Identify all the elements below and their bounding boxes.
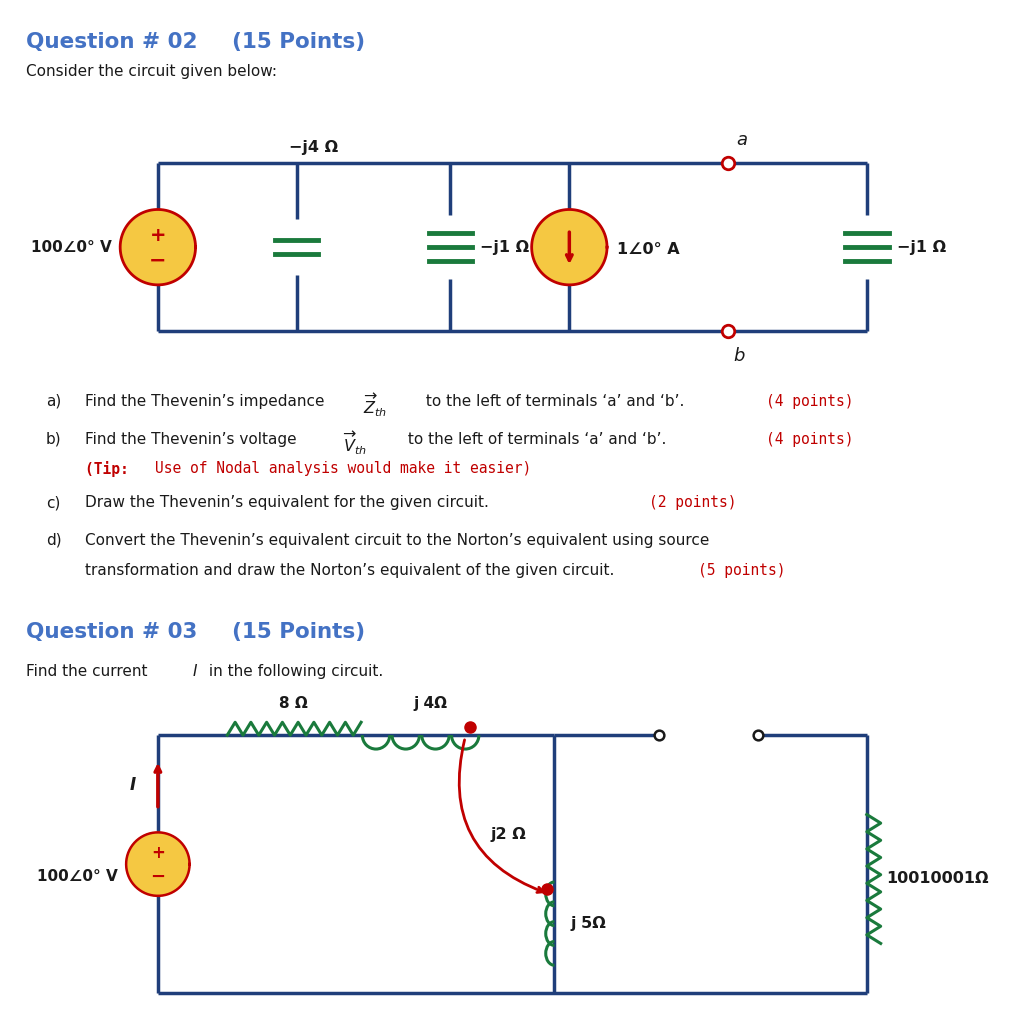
Text: Find the current: Find the current [26, 664, 152, 679]
Text: Find the Thevenin’s impedance: Find the Thevenin’s impedance [86, 394, 330, 409]
Text: +: + [149, 225, 167, 245]
Text: I: I [192, 664, 197, 679]
Text: c): c) [46, 496, 60, 510]
Polygon shape [121, 210, 195, 285]
Text: a: a [736, 131, 747, 148]
Polygon shape [126, 833, 190, 896]
Text: I: I [130, 776, 136, 794]
Text: 10010001Ω: 10010001Ω [887, 871, 989, 887]
Text: (4 points): (4 points) [765, 432, 853, 446]
Text: Convert the Thevenin’s equivalent circuit to the Norton’s equivalent using sourc: Convert the Thevenin’s equivalent circui… [86, 532, 710, 548]
Text: transformation and draw the Norton’s equivalent of the given circuit.: transformation and draw the Norton’s equ… [86, 562, 615, 578]
Polygon shape [531, 210, 607, 285]
Text: Draw the Thevenin’s equivalent for the given circuit.: Draw the Thevenin’s equivalent for the g… [86, 496, 490, 510]
Text: Find the Thevenin’s voltage: Find the Thevenin’s voltage [86, 432, 301, 446]
Text: 100∠0° V: 100∠0° V [38, 868, 119, 884]
Text: $\overrightarrow{V}_{th}$: $\overrightarrow{V}_{th}$ [343, 430, 367, 457]
Text: (2 points): (2 points) [649, 496, 736, 510]
Text: $\overrightarrow{Z}_{th}$: $\overrightarrow{Z}_{th}$ [363, 392, 387, 420]
Text: (5 points): (5 points) [698, 562, 786, 578]
Text: b: b [733, 347, 744, 366]
Text: to the left of terminals ‘a’ and ‘b’.: to the left of terminals ‘a’ and ‘b’. [403, 432, 666, 446]
Text: −j1 Ω: −j1 Ω [480, 240, 529, 255]
Text: 1∠0° A: 1∠0° A [617, 242, 680, 257]
Text: +: + [151, 844, 165, 862]
Text: Consider the circuit given below:: Consider the circuit given below: [26, 63, 277, 79]
Text: a): a) [46, 394, 61, 409]
Text: Question # 02: Question # 02 [26, 32, 197, 52]
Text: in the following circuit.: in the following circuit. [204, 664, 383, 679]
Text: −: − [150, 868, 166, 886]
Text: j 4Ω: j 4Ω [414, 696, 448, 712]
Text: −j1 Ω: −j1 Ω [896, 240, 945, 255]
Text: d): d) [46, 532, 61, 548]
Text: 8 Ω: 8 Ω [279, 696, 308, 712]
Text: −: − [149, 251, 167, 271]
Text: (15 Points): (15 Points) [232, 623, 365, 642]
Text: 100∠0° V: 100∠0° V [32, 240, 112, 255]
Text: j 5Ω: j 5Ω [570, 916, 606, 931]
Text: (15 Points): (15 Points) [232, 32, 365, 52]
Text: Question # 03: Question # 03 [26, 623, 197, 642]
Text: −j4 Ω: −j4 Ω [289, 140, 338, 155]
Text: to the left of terminals ‘a’ and ‘b’.: to the left of terminals ‘a’ and ‘b’. [421, 394, 684, 409]
Text: Use of Nodal analysis would make it easier): Use of Nodal analysis would make it easi… [155, 462, 531, 476]
Text: (4 points): (4 points) [765, 394, 853, 409]
Text: j2 Ω: j2 Ω [490, 826, 526, 842]
Text: (Тip:: (Тip: [86, 462, 138, 477]
Text: b): b) [46, 432, 61, 446]
